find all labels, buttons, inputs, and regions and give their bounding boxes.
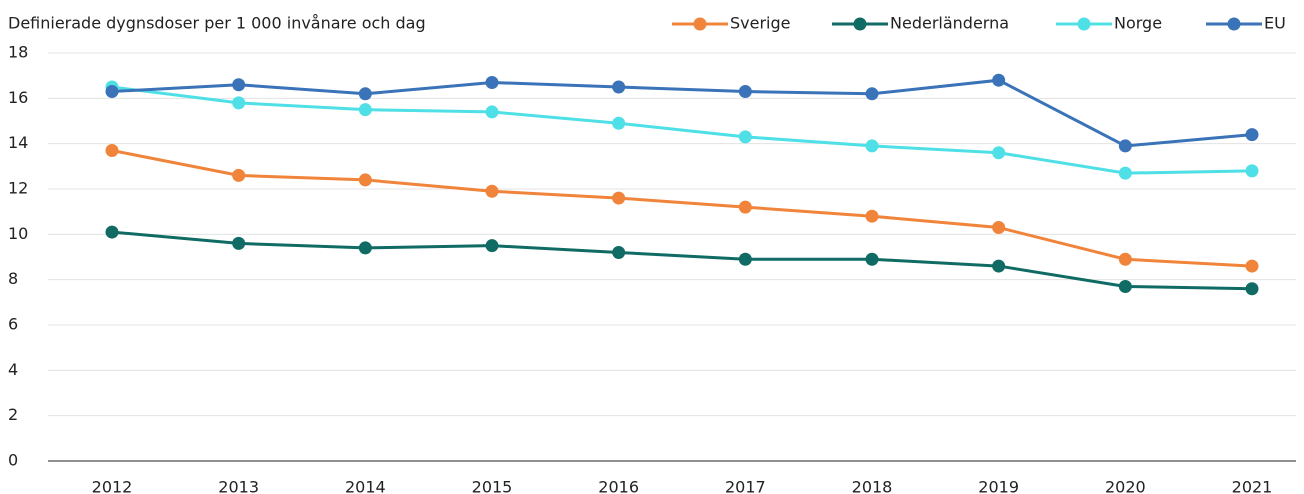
data-point xyxy=(1245,128,1259,142)
x-tick-label: 2015 xyxy=(472,478,513,494)
x-tick-label: 2013 xyxy=(218,478,259,494)
y-tick-label: 12 xyxy=(8,179,28,198)
x-tick-label: 2016 xyxy=(598,478,639,494)
y-tick-label: 6 xyxy=(8,315,18,334)
data-point xyxy=(358,173,372,187)
y-tick-label: 8 xyxy=(8,269,18,288)
data-point xyxy=(1118,252,1132,266)
x-tick-label: 2018 xyxy=(852,478,893,494)
data-point xyxy=(992,259,1006,273)
data-point xyxy=(1245,164,1259,178)
y-tick-label: 10 xyxy=(8,224,28,243)
data-point xyxy=(232,78,246,92)
data-point xyxy=(1245,282,1259,296)
data-point xyxy=(485,239,499,253)
data-point xyxy=(105,143,119,157)
data-point xyxy=(865,139,879,153)
legend-marker xyxy=(1077,17,1091,31)
x-tick-label: 2019 xyxy=(978,478,1019,494)
data-point xyxy=(232,96,246,110)
data-point xyxy=(865,252,879,266)
series-line xyxy=(111,230,1253,291)
data-point xyxy=(738,130,752,144)
data-point xyxy=(738,200,752,214)
legend-marker xyxy=(853,17,867,31)
data-point xyxy=(992,146,1006,160)
y-tick-label: 16 xyxy=(8,88,28,107)
data-point xyxy=(358,87,372,101)
data-point xyxy=(1118,166,1132,180)
series-line xyxy=(111,78,1253,148)
legend-label: Nederländerna xyxy=(890,14,1009,33)
y-tick-label: 4 xyxy=(8,360,18,379)
data-point xyxy=(232,168,246,182)
legend-marker xyxy=(693,17,707,31)
series-line xyxy=(111,148,1253,268)
data-point xyxy=(1118,279,1132,293)
data-point xyxy=(992,221,1006,235)
data-point xyxy=(612,191,626,205)
x-tick-label: 2021 xyxy=(1232,478,1273,494)
data-point xyxy=(992,73,1006,87)
data-point xyxy=(865,209,879,223)
data-point xyxy=(485,75,499,89)
series-line xyxy=(111,85,1253,175)
data-point xyxy=(612,245,626,259)
data-point xyxy=(1118,139,1132,153)
data-point xyxy=(738,85,752,99)
data-point xyxy=(358,103,372,117)
y-tick-label: 14 xyxy=(8,133,28,152)
x-tick-label: 2014 xyxy=(345,478,386,494)
x-tick-label: 2012 xyxy=(92,478,133,494)
data-point xyxy=(612,116,626,130)
x-tick-label: 2020 xyxy=(1105,478,1146,494)
legend-label: EU xyxy=(1264,14,1286,33)
data-point xyxy=(738,252,752,266)
data-point xyxy=(1245,259,1259,273)
y-tick-label: 0 xyxy=(8,451,18,470)
chart-title: Definierade dygnsdoser per 1 000 invånar… xyxy=(8,14,426,33)
legend-label: Norge xyxy=(1114,14,1162,33)
data-point xyxy=(232,236,246,250)
data-point xyxy=(105,225,119,239)
data-point xyxy=(358,241,372,255)
data-point xyxy=(612,80,626,94)
data-point xyxy=(865,87,879,101)
data-point xyxy=(485,184,499,198)
y-tick-label: 18 xyxy=(8,43,28,62)
data-point xyxy=(485,105,499,119)
legend-label: Sverige xyxy=(730,14,791,33)
x-tick-label: 2017 xyxy=(725,478,766,494)
data-point xyxy=(105,85,119,99)
legend-marker xyxy=(1227,17,1241,31)
y-tick-label: 2 xyxy=(8,405,18,424)
